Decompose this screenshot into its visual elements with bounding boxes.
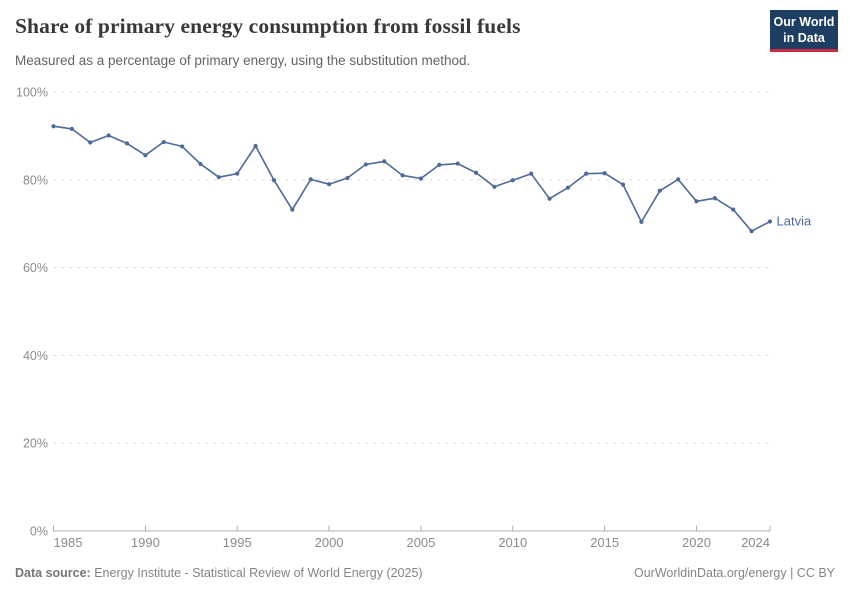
data-point[interactable] [161, 139, 166, 145]
data-point[interactable] [657, 188, 662, 193]
data-point[interactable] [473, 170, 479, 175]
series-label[interactable]: Latvia [777, 214, 812, 229]
data-point[interactable] [253, 143, 258, 149]
data-point[interactable] [69, 126, 74, 131]
data-point[interactable] [529, 171, 534, 176]
data-point[interactable] [216, 175, 221, 180]
y-tick-label: 80% [23, 173, 48, 187]
y-tick-label: 20% [23, 437, 48, 451]
owid-logo-line2: in Data [783, 31, 825, 45]
data-point[interactable] [676, 177, 681, 182]
data-point[interactable] [694, 199, 699, 204]
data-source-label: Data source: [15, 566, 91, 580]
data-point[interactable] [731, 207, 736, 212]
owid-logo-line1: Our World [773, 15, 835, 29]
data-point[interactable] [437, 162, 442, 167]
data-point[interactable] [143, 153, 148, 158]
data-point[interactable] [749, 229, 754, 234]
data-point[interactable] [308, 177, 313, 182]
data-point[interactable] [492, 184, 497, 189]
data-point[interactable] [51, 124, 56, 129]
data-point[interactable] [455, 161, 460, 166]
data-source-text: Energy Institute - Statistical Review of… [90, 566, 423, 580]
page-title: Share of primary energy consumption from… [15, 14, 521, 38]
data-point[interactable] [510, 178, 515, 183]
data-point[interactable] [326, 182, 332, 187]
y-tick-label: 60% [23, 261, 48, 275]
data-point[interactable] [235, 171, 240, 176]
chart-footer: Data source: Energy Institute - Statisti… [15, 566, 835, 580]
data-point[interactable] [88, 140, 93, 145]
data-point[interactable] [271, 178, 277, 183]
x-tick-label: 1995 [223, 535, 252, 550]
data-point[interactable] [198, 161, 203, 167]
data-point[interactable] [418, 176, 424, 181]
owid-link[interactable]: OurWorldinData.org/energy | CC BY [633, 566, 835, 580]
y-tick-label: 100% [16, 86, 48, 100]
x-tick-label: 2000 [315, 535, 344, 550]
grid-layer: 0% 20% 40% 60% 80% 100% [16, 86, 770, 539]
chart-subtitle: Measured as a percentage of primary ener… [15, 53, 471, 68]
owid-logo[interactable]: Our World in Data [770, 10, 838, 52]
x-tick-label: 2015 [590, 535, 619, 550]
x-tick-label: 2020 [682, 535, 711, 550]
x-tick-label: 1985 [54, 535, 83, 550]
trend-line[interactable] [52, 125, 771, 232]
data-point[interactable] [382, 159, 387, 164]
data-source-note: Data source: Energy Institute - Statisti… [15, 566, 423, 580]
data-point[interactable] [345, 175, 350, 181]
line-chart: 0% 20% 40% 60% 80% 100% 1985 1990 1995 2000 2005 2… [16, 86, 812, 551]
data-point[interactable] [767, 219, 773, 224]
x-tick-label: 2010 [498, 535, 527, 550]
axis-layer: 1985 1990 1995 2000 2005 2010 2015 2020 2024 [53, 525, 771, 550]
data-point[interactable] [290, 207, 295, 212]
data-point[interactable] [106, 133, 111, 138]
data-point[interactable] [124, 141, 130, 146]
y-tick-label: 0% [30, 525, 48, 539]
data-point[interactable] [363, 162, 368, 167]
series-layer [51, 124, 773, 234]
data-point[interactable] [400, 173, 405, 178]
y-tick-label: 40% [23, 349, 48, 363]
data-point[interactable] [584, 171, 589, 176]
data-point[interactable] [620, 182, 626, 187]
data-point[interactable] [712, 196, 717, 201]
data-point[interactable] [602, 171, 607, 176]
data-point[interactable] [180, 144, 185, 149]
data-point[interactable] [547, 196, 552, 201]
x-tick-label: 2005 [406, 535, 435, 550]
x-tick-label: 2024 [741, 535, 770, 550]
data-point[interactable] [565, 185, 571, 190]
data-point[interactable] [639, 219, 644, 225]
x-tick-label: 1990 [131, 535, 160, 550]
